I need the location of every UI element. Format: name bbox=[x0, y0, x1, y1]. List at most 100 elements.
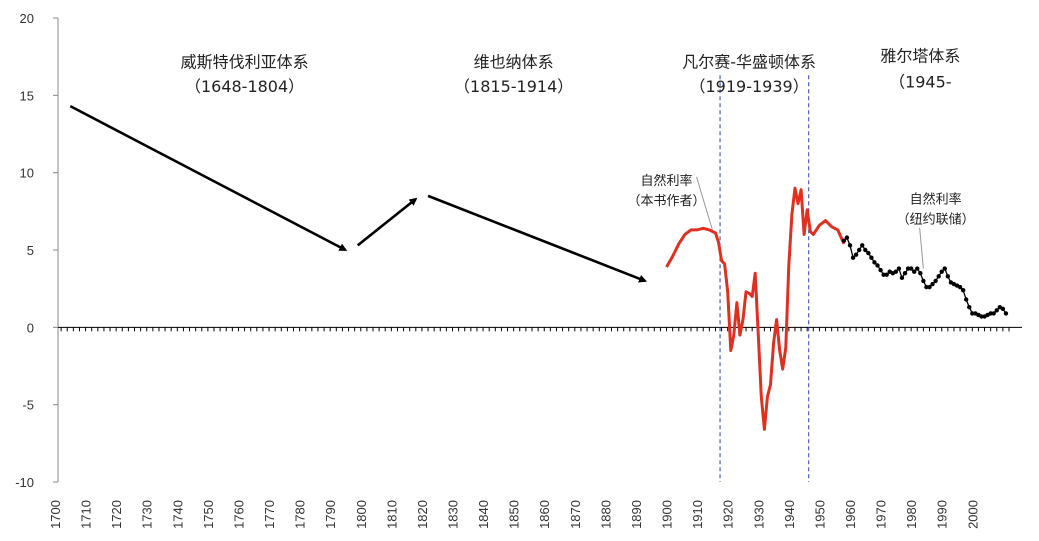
series-point-nyfed bbox=[991, 311, 996, 316]
series-point-nyfed bbox=[957, 284, 963, 290]
annotation-text: 自然利率 bbox=[641, 173, 693, 189]
annotation-text: （纽约联储） bbox=[897, 213, 975, 228]
series-point-nyfed bbox=[979, 314, 984, 319]
x-tick-label: 1860 bbox=[537, 500, 552, 529]
x-tick-label: 2000 bbox=[965, 500, 980, 529]
x-tick-label: 1880 bbox=[598, 500, 613, 529]
series-lines bbox=[665, 186, 1009, 431]
series-point-nyfed bbox=[905, 266, 911, 271]
series-point-nyfed bbox=[939, 269, 944, 274]
series-point-nyfed bbox=[1003, 311, 1009, 316]
x-tick-label: 1750 bbox=[201, 500, 216, 529]
era-period: （1648-1804） bbox=[185, 77, 304, 96]
y-tick-label: 15 bbox=[20, 88, 34, 103]
series-point-nyfed bbox=[1000, 306, 1006, 311]
x-tick-label: 1970 bbox=[874, 500, 889, 529]
series-point-nyfed bbox=[896, 266, 902, 271]
x-tick-label: 1890 bbox=[629, 500, 644, 529]
annotation-text: 自然利率 bbox=[910, 192, 962, 208]
x-tick-label: 1850 bbox=[507, 500, 522, 529]
series-point-nyfed bbox=[924, 284, 929, 290]
x-tick-label: 1720 bbox=[109, 500, 124, 529]
x-tick-label: 1740 bbox=[170, 500, 185, 529]
series-point-nyfed bbox=[918, 271, 923, 276]
y-tick-label: 10 bbox=[20, 166, 34, 181]
y-axis: 20 15 10 5 0 -5 -10 bbox=[15, 11, 59, 490]
x-axis: 1700 1710 1720 1730 1740 1750 1760 1770 1780 1790… bbox=[48, 326, 1022, 529]
series-point-nyfed bbox=[844, 235, 850, 240]
series-point-nyfed bbox=[847, 243, 853, 248]
era-labels: 威斯特伐利亚体系 （1648-1804） 维也纳体系 （1815-1914） 凡尔赛-华… bbox=[181, 46, 961, 96]
x-tick-label: 1990 bbox=[935, 500, 950, 529]
era-period: （1919-1939） bbox=[689, 77, 808, 96]
x-tick-label: 1840 bbox=[476, 500, 491, 529]
y-tick-label: 20 bbox=[20, 11, 34, 26]
series-line-author bbox=[665, 186, 846, 431]
series-point-nyfed bbox=[866, 250, 871, 256]
series-point-nyfed bbox=[878, 267, 883, 273]
y-tick-label: -10 bbox=[15, 475, 34, 490]
x-tick-label: 1950 bbox=[812, 500, 827, 529]
series-point-nyfed bbox=[902, 271, 908, 276]
era-name: 威斯特伐利亚体系 bbox=[181, 52, 309, 71]
series-point-nyfed bbox=[860, 243, 865, 248]
series-point-nyfed bbox=[872, 260, 877, 265]
series-point-nyfed bbox=[936, 274, 941, 279]
y-tick-label: 0 bbox=[27, 320, 34, 335]
series-point-nyfed bbox=[884, 272, 889, 277]
x-tick-label: 1780 bbox=[293, 500, 308, 529]
trend-arrow bbox=[356, 197, 418, 247]
series-point-nyfed bbox=[875, 263, 880, 268]
annotations: 自然利率 （本书作者） 自然利率 （纽约联储） bbox=[628, 173, 975, 269]
x-tick-label: 1710 bbox=[79, 500, 94, 529]
x-tick-label: 1910 bbox=[690, 500, 705, 529]
series-point-nyfed bbox=[915, 266, 920, 271]
x-tick-label: 1900 bbox=[660, 500, 675, 529]
era-name: 雅尔塔体系 bbox=[880, 46, 960, 65]
x-tick-label: 1870 bbox=[568, 500, 583, 529]
x-tick-label: 1940 bbox=[782, 500, 797, 529]
series-point-nyfed bbox=[945, 274, 951, 279]
annotation-pointer bbox=[696, 176, 713, 231]
trend-arrow bbox=[69, 105, 348, 252]
series-line-nyfed bbox=[843, 236, 1007, 318]
series-point-nyfed bbox=[927, 284, 932, 290]
x-tick-label: 1760 bbox=[231, 500, 246, 529]
series-point-nyfed bbox=[933, 278, 938, 284]
era-boundaries bbox=[719, 75, 810, 482]
x-tick-label: 1730 bbox=[140, 500, 155, 529]
annotation-text: （本书作者） bbox=[628, 194, 706, 209]
series-point-nyfed bbox=[856, 247, 862, 253]
series-point-nyfed bbox=[863, 247, 868, 253]
annotation-pointer bbox=[919, 227, 924, 269]
series-point-nyfed bbox=[869, 255, 874, 260]
series-point-nyfed bbox=[899, 275, 905, 281]
series-point-nyfed bbox=[960, 288, 966, 293]
y-tick-label: 5 bbox=[27, 243, 34, 258]
series-point-nyfed bbox=[942, 266, 947, 271]
series-point-nyfed bbox=[988, 311, 993, 316]
x-tick-label: 1800 bbox=[354, 500, 369, 529]
era-period: （1815-1914） bbox=[454, 77, 573, 96]
era-period: （1945- bbox=[889, 73, 952, 92]
series-point-nyfed bbox=[930, 281, 935, 287]
series-point-nyfed bbox=[881, 272, 886, 277]
x-tick-label: 1790 bbox=[323, 500, 338, 529]
x-tick-label: 1820 bbox=[415, 500, 430, 529]
x-tick-label: 1960 bbox=[843, 500, 858, 529]
y-tick-label: -5 bbox=[22, 398, 34, 413]
trend-arrow bbox=[427, 194, 647, 283]
x-tick-label: 1920 bbox=[721, 500, 736, 529]
series-point-nyfed bbox=[970, 311, 975, 316]
series-point-nyfed bbox=[912, 269, 917, 274]
series-point-nyfed bbox=[850, 255, 856, 260]
era-name: 维也纳体系 bbox=[474, 52, 554, 71]
x-tick-label: 1980 bbox=[904, 500, 919, 529]
era-name: 凡尔赛-华盛顿体系 bbox=[682, 52, 816, 71]
series-point-nyfed bbox=[994, 308, 999, 313]
series-point-nyfed bbox=[893, 269, 899, 274]
trend-arrows bbox=[69, 105, 647, 283]
x-tick-label: 1830 bbox=[446, 500, 461, 529]
series-point-nyfed bbox=[921, 278, 926, 284]
